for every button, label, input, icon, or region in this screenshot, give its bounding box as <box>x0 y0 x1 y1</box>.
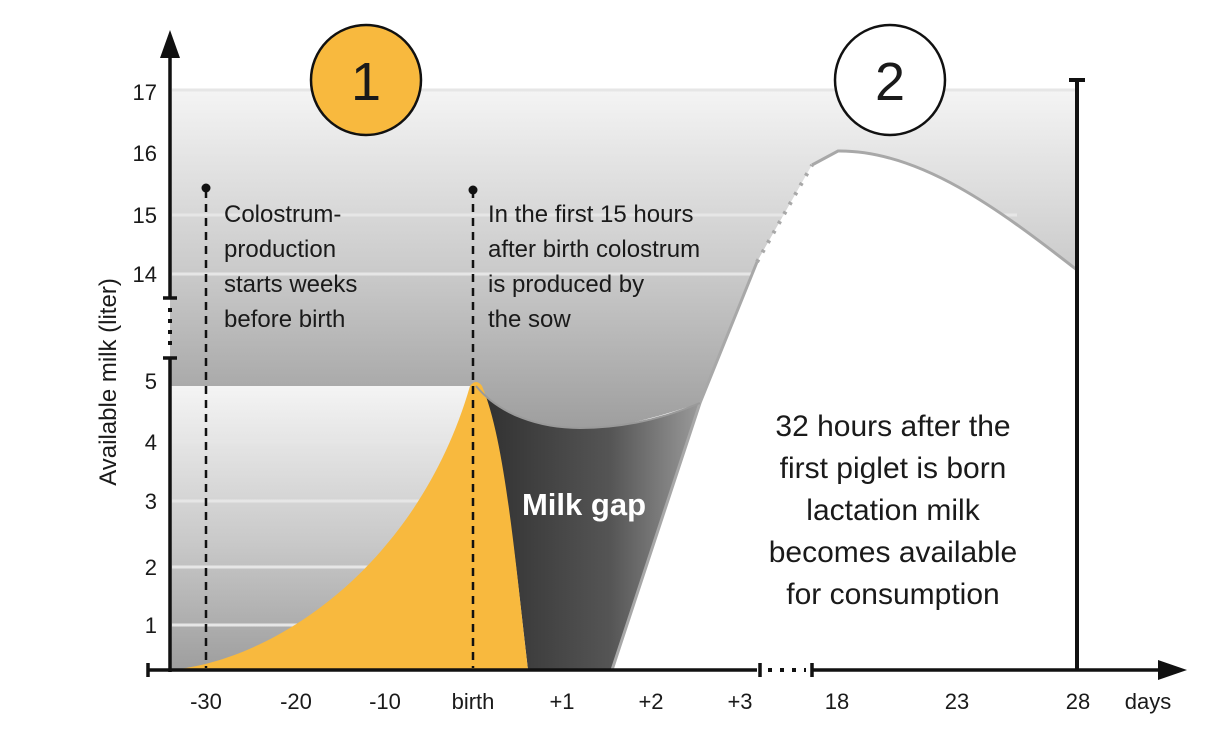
x-tick-label: +2 <box>638 689 663 714</box>
annotation-colostrum-start: Colostrum- production starts weeks befor… <box>224 201 357 333</box>
x-axis <box>146 663 1163 677</box>
annotation-line: is produced by <box>488 271 644 298</box>
y-tick-label: 2 <box>145 555 157 580</box>
gap-edge <box>475 385 701 430</box>
annotation-line: for consumption <box>786 578 999 611</box>
y-tick-label: 15 <box>133 203 157 228</box>
y-tick-labels: 1 2 3 4 5 14 15 16 17 <box>133 80 157 638</box>
y-axis-arrow <box>160 30 180 58</box>
annotation-line: the sow <box>488 306 571 333</box>
x-tick-label: +3 <box>727 689 752 714</box>
annotation-line: first piglet is born <box>780 452 1007 485</box>
x-tick-label: +1 <box>549 689 574 714</box>
milk-gap-area <box>476 386 700 670</box>
annotation-line: lactation milk <box>806 494 980 527</box>
y-tick-label: 5 <box>145 369 157 394</box>
y-axis <box>163 55 177 672</box>
y-tick-label: 1 <box>145 613 157 638</box>
lactation-area <box>612 150 1077 670</box>
y-tick-label: 3 <box>145 489 157 514</box>
y-tick-label: 4 <box>145 430 157 455</box>
phase-1-badge: 1 <box>309 23 423 137</box>
annotation-lactation: 32 hours after the first piglet is born … <box>769 410 1017 611</box>
background-area <box>170 90 1077 429</box>
x-tick-label: 23 <box>945 689 969 714</box>
x-tick-label: -30 <box>190 689 222 714</box>
annotation-first-15-hours: In the first 15 hours after birth colost… <box>488 201 700 333</box>
x-axis-arrow <box>1158 660 1187 680</box>
y-tick-label: 16 <box>133 141 157 166</box>
day-28-bar <box>1069 78 1085 670</box>
milk-gap-label: Milk gap <box>522 487 646 522</box>
x-tick-label: 28 <box>1066 689 1090 714</box>
annotation-line: Colostrum- <box>224 201 341 228</box>
x-tick-labels: -30 -20 -10 birth +1 +2 +3 18 23 28 <box>190 689 1090 714</box>
phase-2-circle <box>833 23 947 137</box>
x-tick-label: -20 <box>280 689 312 714</box>
y-tick-label: 17 <box>133 80 157 105</box>
x-tick-label: 18 <box>825 689 849 714</box>
phase-1-circle <box>309 23 423 137</box>
annotation-line: 32 hours after the <box>775 410 1010 443</box>
annotation-line: starts weeks <box>224 271 357 298</box>
lactation-curve-upper <box>811 149 1078 272</box>
x-tick-label: birth <box>452 689 495 714</box>
annotation-line: after birth colostrum <box>488 236 700 263</box>
annotation-line: becomes available <box>769 536 1017 569</box>
dashed-markers <box>204 190 475 668</box>
annotation-line: before birth <box>224 306 345 333</box>
y-tick-label: 14 <box>133 262 157 287</box>
marker-dot-birth <box>468 185 478 195</box>
x-tick-label: -10 <box>369 689 401 714</box>
marker-dot-colostrum <box>201 183 211 193</box>
colostrum-area <box>170 382 528 670</box>
lactation-curve-dotted <box>755 164 814 263</box>
annotation-line: In the first 15 hours <box>488 201 693 228</box>
phase-2-label: 2 <box>875 52 905 112</box>
annotation-line: production <box>224 236 336 263</box>
x-axis-label: days <box>1125 689 1171 714</box>
phase-2-badge: 2 <box>833 23 947 137</box>
y-axis-label: Available milk (liter) <box>95 278 122 486</box>
phase-1-label: 1 <box>351 52 381 112</box>
